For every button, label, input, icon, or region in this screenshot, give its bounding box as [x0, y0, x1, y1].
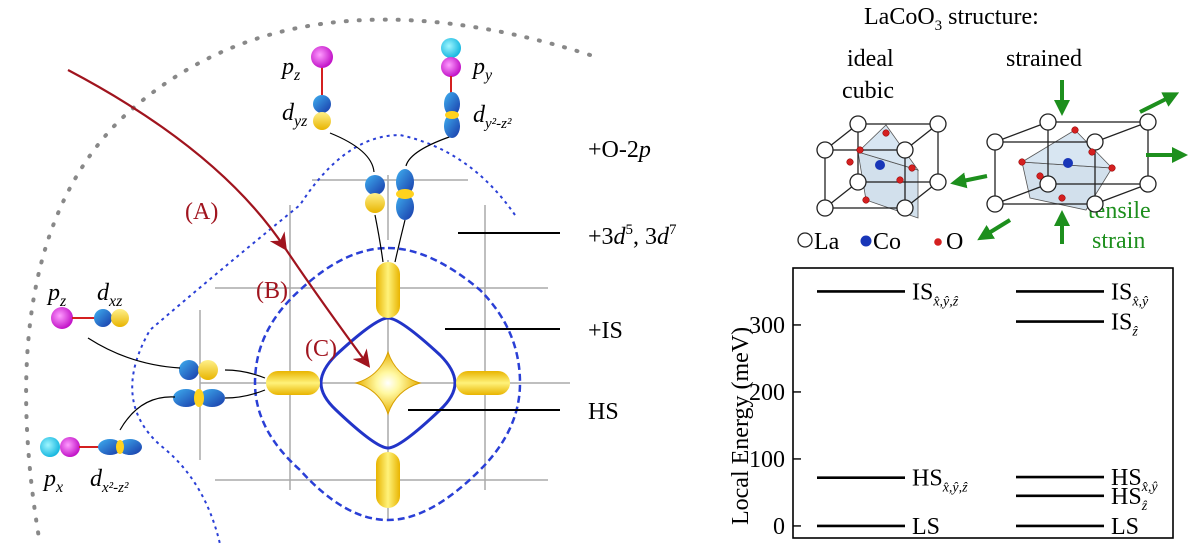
orbital-capsule-top	[376, 262, 400, 318]
energy-level-label-strained: ISx̂,ŷ	[1111, 279, 1149, 309]
px-dx2z2-molecule	[40, 437, 142, 457]
energy-level-label-strained: HSẑ	[1111, 484, 1148, 514]
label-pz-left: pz	[46, 280, 67, 310]
legend-o: O	[946, 229, 963, 255]
energy-level-label-ideal: LS	[912, 514, 940, 540]
legend-o-marker	[934, 238, 942, 246]
energy-level-label-strained: LS	[1111, 514, 1139, 540]
orbital-capsule-right	[456, 371, 510, 395]
energy-level-label-ideal: ISx̂,ŷ,ẑ	[912, 279, 959, 309]
label-dy2z2: dy²-z²	[473, 102, 512, 132]
y-tick-label: 200	[749, 380, 785, 406]
chart-frame	[792, 267, 1174, 539]
region-label-C: (C)	[305, 336, 337, 362]
annotation-o2p: +O-2p	[588, 137, 651, 163]
y-tick-label: 100	[749, 447, 785, 473]
orbital-capsule-left	[266, 371, 320, 395]
label-dxz: dxz	[97, 280, 123, 310]
region-label-A: (A)	[185, 199, 218, 225]
label-pz-top: pz	[280, 54, 301, 84]
label-px-left: px	[42, 466, 63, 496]
orbital-connector-lines	[87, 132, 456, 431]
y-tick-label: 300	[749, 313, 785, 339]
atom-legend: La Co O	[797, 229, 963, 255]
annotation-d5d7: +3d5, 3d7	[588, 222, 677, 250]
pz-dyz-molecule	[311, 46, 333, 130]
legend-la-marker	[797, 232, 813, 248]
label-dx2z2: dx²-z²	[90, 466, 129, 496]
label-strain: strain	[1092, 228, 1145, 254]
label-cubic: cubic	[842, 78, 894, 104]
chart-ylabel: Local Energy (meV)	[728, 327, 754, 525]
label-py-top: py	[471, 54, 493, 84]
label-strained: strained	[1006, 46, 1082, 72]
energy-level-label-strained: ISẑ	[1111, 310, 1138, 340]
annotation-leaders	[408, 232, 560, 411]
energy-level-label-ideal: HSx̂,ŷ,ẑ	[912, 466, 968, 496]
orbital-capsule-bottom	[376, 452, 400, 508]
annotation-hs: HS	[588, 399, 619, 425]
region-A-boundary	[131, 133, 516, 544]
left-orbital-cluster	[173, 360, 225, 407]
hs-star-orbital	[354, 350, 422, 416]
region-label-B: (B)	[256, 278, 288, 304]
region-C-boundary	[319, 316, 457, 450]
y-tick-label: 0	[773, 514, 785, 540]
legend-co: Co	[873, 229, 901, 255]
strain-arrows	[950, 80, 1188, 244]
structure-title: LaCoO3 structure:	[864, 4, 1039, 34]
path-arrow-A	[67, 69, 287, 251]
pz-dxz-molecule	[51, 307, 129, 329]
strained-cell	[986, 113, 1157, 213]
legend-co-marker	[860, 235, 872, 247]
legend-la: La	[814, 229, 840, 255]
annotation-is: +IS	[588, 318, 623, 344]
py-dy2z2-molecule	[441, 38, 461, 138]
ideal-cubic-cell	[816, 115, 947, 219]
top-orbital-cluster	[365, 169, 414, 220]
region-B-boundary	[253, 246, 522, 522]
energy-level-label-strained: HSx̂,ŷ	[1111, 465, 1158, 495]
label-dyz: dyz	[282, 100, 308, 130]
label-ideal: ideal	[847, 46, 894, 72]
path-arrow-B	[284, 247, 371, 368]
energy-level-chart: Local Energy (meV) 0 100 200 300 LS HSx̂,ŷ,ẑ…	[728, 267, 1174, 540]
